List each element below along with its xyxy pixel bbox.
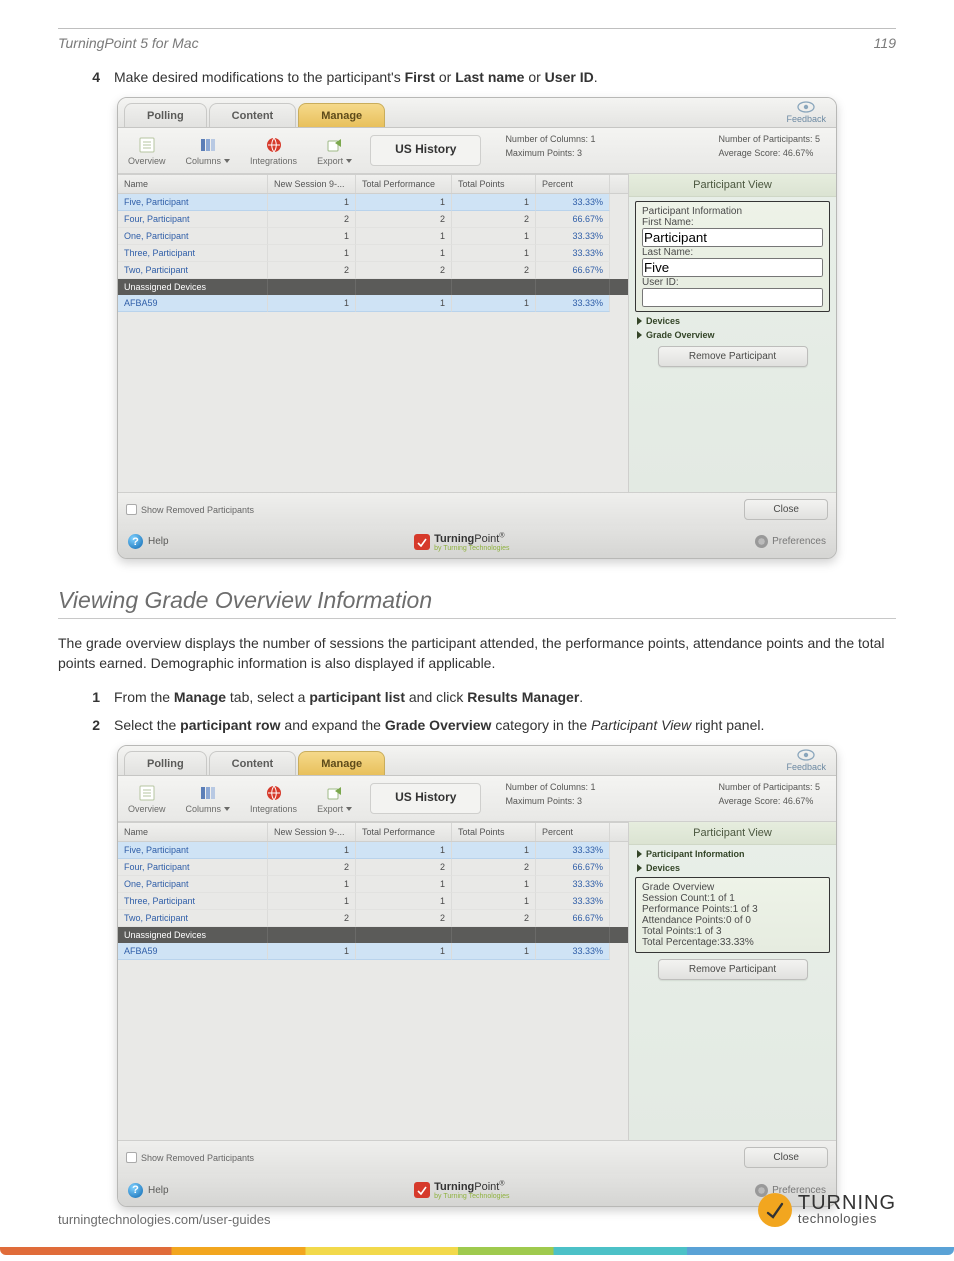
logo-icon: [414, 534, 430, 550]
step-number: 4: [86, 69, 100, 85]
results-grid[interactable]: Name New Session 9-... Total Performance…: [118, 174, 628, 492]
export-icon: [325, 135, 345, 155]
gear-icon: [755, 535, 768, 548]
arrow-right-icon: [637, 850, 642, 858]
table-row[interactable]: Five, Participant11133.33%: [118, 842, 628, 859]
turningpoint-logo: TurningPoint®by Turning Technologies: [414, 532, 509, 552]
results-grid[interactable]: Name New Session 9-... Total Performance…: [118, 822, 628, 1140]
tool-integrations[interactable]: Integrations: [240, 776, 307, 821]
arrow-right-icon: [637, 331, 642, 339]
user-id-field[interactable]: [642, 288, 823, 307]
session-title: US History: [370, 783, 481, 814]
participant-info-section[interactable]: Participant Information: [637, 849, 828, 859]
first-name-field[interactable]: [642, 228, 823, 247]
help-icon: ?: [128, 534, 143, 549]
results-manager-window-2: Polling Content Manage Feedback Overview…: [117, 745, 837, 1207]
table-row[interactable]: One, Participant11133.33%: [118, 876, 628, 893]
step-4: 4 Make desired modifications to the part…: [86, 69, 896, 85]
step-2: 2 Select the participant row and expand …: [86, 717, 896, 733]
table-row[interactable]: Two, Participant22266.67%: [118, 262, 628, 279]
integrations-icon: [264, 783, 284, 803]
remove-participant-button[interactable]: Remove Participant: [658, 346, 808, 367]
footer-url: turningtechnologies.com/user-guides: [58, 1212, 270, 1227]
remove-participant-button[interactable]: Remove Participant: [658, 959, 808, 980]
feedback-link[interactable]: Feedback: [786, 100, 826, 124]
section-body: The grade overview displays the number o…: [58, 633, 896, 674]
doc-title: TurningPoint 5 for Mac: [58, 35, 199, 51]
arrow-right-icon: [637, 864, 642, 872]
checkbox-icon: [126, 1152, 137, 1163]
help-link[interactable]: ?Help: [128, 534, 169, 549]
brand-icon: [758, 1193, 792, 1227]
panel-title: Participant View: [629, 822, 836, 845]
table-row[interactable]: Four, Participant22266.67%: [118, 211, 628, 228]
columns-icon: [198, 135, 218, 155]
feedback-icon: [797, 748, 815, 762]
stats-block: Number of Columns: 1 Maximum Points: 3 N…: [489, 128, 836, 173]
close-button[interactable]: Close: [744, 1147, 828, 1168]
step-text: Make desired modifications to the partic…: [114, 69, 598, 85]
export-icon: [325, 783, 345, 803]
participant-view-panel: Participant View Participant Information…: [628, 174, 836, 492]
tool-export[interactable]: Export: [307, 776, 362, 821]
overview-icon: [137, 783, 157, 803]
grade-overview-section[interactable]: Grade Overview: [637, 330, 828, 340]
page-number: 119: [874, 35, 896, 51]
participant-info-box: Participant Information First Name: Last…: [635, 201, 830, 312]
devices-section[interactable]: Devices: [637, 863, 828, 873]
table-row[interactable]: Two, Participant22266.67%: [118, 910, 628, 927]
show-removed-checkbox[interactable]: Show Removed Participants: [126, 1152, 254, 1163]
last-name-field[interactable]: [642, 258, 823, 277]
arrow-right-icon: [637, 317, 642, 325]
grid-header: Name New Session 9-... Total Performance…: [118, 174, 628, 194]
table-row[interactable]: Three, Participant11133.33%: [118, 245, 628, 262]
group-row: Unassigned Devices: [118, 927, 628, 943]
chevron-down-icon: [346, 807, 352, 811]
step-1: 1 From the Manage tab, select a particip…: [86, 689, 896, 705]
panel-title: Participant View: [629, 174, 836, 197]
section-heading: Viewing Grade Overview Information: [58, 587, 896, 614]
feedback-icon: [797, 100, 815, 114]
tab-manage[interactable]: Manage: [298, 751, 385, 775]
table-row[interactable]: AFBA5911133.33%: [118, 943, 628, 960]
feedback-link[interactable]: Feedback: [786, 748, 826, 772]
tab-polling[interactable]: Polling: [124, 751, 207, 775]
session-title: US History: [370, 135, 481, 166]
devices-section[interactable]: Devices: [637, 316, 828, 326]
participant-view-panel: Participant View Participant Information…: [628, 822, 836, 1140]
tool-columns[interactable]: Columns: [176, 128, 241, 173]
tab-polling[interactable]: Polling: [124, 103, 207, 127]
integrations-icon: [264, 135, 284, 155]
grade-overview-box: Grade Overview Session Count:1 of 1 Perf…: [635, 877, 830, 953]
table-row[interactable]: Four, Participant22266.67%: [118, 859, 628, 876]
tool-columns[interactable]: Columns: [176, 776, 241, 821]
tool-integrations[interactable]: Integrations: [240, 128, 307, 173]
table-row[interactable]: AFBA5911133.33%: [118, 295, 628, 312]
chevron-down-icon: [224, 807, 230, 811]
chevron-down-icon: [224, 159, 230, 163]
close-button[interactable]: Close: [744, 499, 828, 520]
columns-icon: [198, 783, 218, 803]
chevron-down-icon: [346, 159, 352, 163]
tool-overview[interactable]: Overview: [118, 128, 176, 173]
tool-overview[interactable]: Overview: [118, 776, 176, 821]
table-row[interactable]: One, Participant11133.33%: [118, 228, 628, 245]
checkbox-icon: [126, 504, 137, 515]
tab-content[interactable]: Content: [209, 751, 297, 775]
page-footer: turningtechnologies.com/user-guides TURN…: [58, 1193, 896, 1227]
table-row[interactable]: Five, Participant11133.33%: [118, 194, 628, 211]
brand-logo: TURNINGtechnologies: [758, 1193, 896, 1227]
preferences-link[interactable]: Preferences: [755, 535, 826, 548]
stats-block: Number of Columns: 1Maximum Points: 3 Nu…: [489, 776, 836, 821]
tab-manage[interactable]: Manage: [298, 103, 385, 127]
show-removed-checkbox[interactable]: Show Removed Participants: [126, 504, 254, 515]
footer-stripe: [0, 1247, 954, 1255]
grid-header: Name New Session 9-... Total Performance…: [118, 822, 628, 842]
results-manager-window-1: Polling Content Manage Feedback Overview…: [117, 97, 837, 559]
overview-icon: [137, 135, 157, 155]
tab-content[interactable]: Content: [209, 103, 297, 127]
group-row: Unassigned Devices: [118, 279, 628, 295]
tool-export[interactable]: Export: [307, 128, 362, 173]
table-row[interactable]: Three, Participant11133.33%: [118, 893, 628, 910]
